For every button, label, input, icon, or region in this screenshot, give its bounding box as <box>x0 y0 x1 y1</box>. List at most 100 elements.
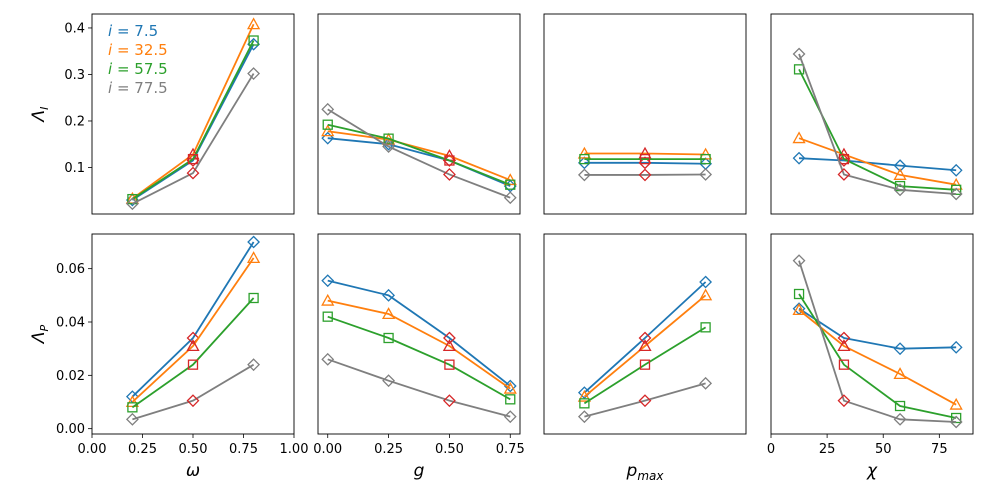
data-point-s3-0 <box>577 410 591 424</box>
data-point-s0-1 <box>382 137 395 151</box>
data-point-s0-2 <box>247 235 261 249</box>
x-tick-label: 0.00 <box>78 442 107 457</box>
series-line-0 <box>799 157 957 172</box>
data-point-s0-0 <box>792 151 806 165</box>
data-point-s3-2 <box>893 183 907 197</box>
data-point-s0-1 <box>837 331 851 345</box>
data-point-s0-3 <box>949 163 963 177</box>
legend-value: 7.5 <box>134 22 158 40</box>
data-point-s2-3 <box>951 412 962 424</box>
data-point-s1-1 <box>638 146 652 159</box>
data-point-s3-1 <box>837 394 851 408</box>
series-line-3 <box>132 363 255 421</box>
series-line-0 <box>131 43 255 201</box>
legend: i = 7.5i = 32.5i = 57.5i = 77.5 <box>108 22 168 97</box>
data-point-s2-0 <box>579 398 590 409</box>
x-axis-label-2: pmax <box>626 461 665 483</box>
data-point-s3-2 <box>893 412 907 426</box>
data-point-s0-1 <box>186 331 200 345</box>
x-tick-label: 0 <box>767 442 775 457</box>
series-line-1 <box>327 299 511 390</box>
data-point-s1-3 <box>949 397 963 410</box>
panel-r0-c2 <box>543 13 747 215</box>
panel-r1-c1: 0.00 0.25 0.50 0.75 <box>313 233 525 457</box>
data-point-s3-2 <box>699 168 713 181</box>
data-point-s2-3 <box>505 394 516 405</box>
axes-frame <box>543 13 747 215</box>
axes-frame <box>91 233 295 435</box>
y-tick-label: 0.04 <box>56 316 85 331</box>
legend-entry-3: i = 77.5 <box>108 79 168 97</box>
data-point-s1-1 <box>381 307 396 320</box>
legend-eq: = <box>112 79 134 97</box>
data-point-s3-1 <box>186 394 200 408</box>
x-axis-label-sub: max <box>637 469 664 483</box>
x-tick-label: 50 <box>875 442 892 457</box>
data-point-s2-2 <box>444 359 455 370</box>
data-point-s1-2 <box>246 251 261 264</box>
data-point-s0-1 <box>638 156 652 170</box>
data-point-s3-3 <box>503 410 517 424</box>
series-line-0 <box>584 161 706 165</box>
data-point-s3-0 <box>792 254 806 268</box>
data-point-s0-1 <box>638 331 652 345</box>
series-line-0 <box>131 241 255 398</box>
legend-value: 32.5 <box>134 41 167 59</box>
data-point-s0-0 <box>321 274 335 288</box>
series-line-3 <box>131 73 255 205</box>
series-line-2 <box>131 40 255 200</box>
legend-entry-0: i = 7.5 <box>108 22 158 40</box>
y-tick-label: 0.4 <box>64 21 85 36</box>
x-tick-label: 0.50 <box>435 442 464 457</box>
series-line-0 <box>798 307 957 350</box>
data-point-s2-1 <box>187 359 199 370</box>
data-point-s0-3 <box>949 340 963 354</box>
series-line-1 <box>131 257 255 403</box>
data-point-s2-0 <box>127 402 138 413</box>
data-point-s1-0 <box>577 389 592 402</box>
data-point-s1-0 <box>321 293 335 306</box>
data-point-s3-0 <box>792 47 806 61</box>
data-point-s3-0 <box>125 412 139 426</box>
data-point-s2-2 <box>700 322 711 333</box>
x-tick-label: 0.50 <box>179 442 208 457</box>
series-line-0 <box>583 281 707 394</box>
axes-frame <box>91 13 295 215</box>
y-tick-label: 0.3 <box>64 68 85 83</box>
y-axis-label-0: ΛI <box>29 107 51 124</box>
series-line-3 <box>327 358 511 418</box>
y-tick-label: 0.2 <box>64 114 85 129</box>
data-point-s3-0 <box>125 197 139 211</box>
legend-var: i <box>108 22 113 40</box>
legend-var: i <box>108 41 113 59</box>
data-point-s1-1 <box>638 339 652 352</box>
x-axis-label-0: ω <box>186 461 200 481</box>
y-tick-label: 0.00 <box>56 422 85 437</box>
data-point-s0-2 <box>893 342 907 356</box>
data-point-s3-2 <box>247 67 261 80</box>
y-tick-label: 0.02 <box>56 369 85 384</box>
data-point-s2-1 <box>838 153 850 165</box>
series-line-2 <box>798 293 957 419</box>
series-line-2 <box>327 315 511 401</box>
data-point-s2-2 <box>248 292 259 304</box>
data-point-s3-0 <box>321 102 335 116</box>
data-point-s0-0 <box>577 156 591 170</box>
data-point-s2-1 <box>187 153 199 165</box>
data-point-s2-0 <box>793 64 805 75</box>
data-point-s3-2 <box>699 376 713 390</box>
data-point-s2-3 <box>951 184 962 195</box>
panels-layer: 0.1 0.2 0.3 0.4 0.00 0.02 0.04 0.06 0.00 0.25 0.50… <box>56 13 974 457</box>
data-point-s3-0 <box>321 352 335 366</box>
x-tick-label: 75 <box>931 442 948 457</box>
data-point-s0-0 <box>125 390 139 404</box>
data-point-s2-1 <box>639 153 651 165</box>
series-line-1 <box>584 152 706 156</box>
data-point-s2-3 <box>505 179 516 190</box>
panel-r0-c3 <box>770 13 974 215</box>
data-point-s2-0 <box>793 288 805 300</box>
series-line-2 <box>327 123 511 186</box>
x-tick-label: 0.75 <box>229 442 258 457</box>
series-line-3 <box>327 108 511 199</box>
